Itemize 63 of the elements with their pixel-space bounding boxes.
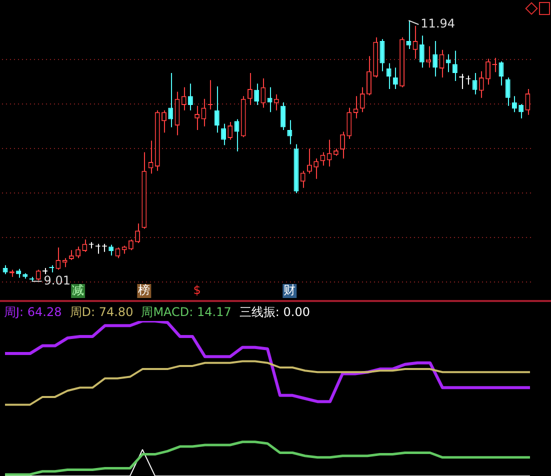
candlestick xyxy=(340,131,346,159)
candlestick xyxy=(492,57,498,73)
candlestick xyxy=(525,88,530,116)
candlestick xyxy=(478,70,484,98)
candlestick xyxy=(472,72,478,95)
candlestick xyxy=(115,246,120,259)
candlestick xyxy=(426,46,431,68)
candlestick xyxy=(188,83,193,111)
candlestick xyxy=(360,86,365,113)
candlestick xyxy=(254,83,260,106)
candlestick xyxy=(221,123,226,146)
candlestick xyxy=(280,102,286,130)
candlestick xyxy=(314,158,319,180)
annotation: 减 xyxy=(72,283,84,298)
candlestick xyxy=(201,98,206,127)
candlestick xyxy=(419,35,424,68)
candlestick xyxy=(432,40,438,78)
candlestick xyxy=(267,86,272,113)
text: 周MACD: 14.17 xyxy=(141,304,232,321)
candlestick xyxy=(128,238,134,251)
candlestick xyxy=(56,246,61,270)
candlestick xyxy=(228,121,233,140)
candlestick xyxy=(214,86,220,134)
candlestick xyxy=(459,73,464,90)
candlestick xyxy=(320,152,326,166)
candlestick xyxy=(108,244,114,256)
candlestick xyxy=(412,25,418,60)
candlestick xyxy=(247,72,252,106)
candlestick xyxy=(168,72,174,128)
annotation: 榜 xyxy=(138,283,150,298)
candlestick xyxy=(194,105,200,130)
candlestick xyxy=(135,222,140,244)
text: 三线振: 0.00 xyxy=(239,304,310,321)
candlestick xyxy=(287,120,292,145)
annotation: 财 xyxy=(284,283,296,298)
text: 周D: 74.80 xyxy=(70,304,134,321)
candlestick xyxy=(326,139,332,167)
candlestick xyxy=(260,78,266,108)
candlestick xyxy=(162,110,166,134)
candlestick xyxy=(505,76,510,106)
candlestick xyxy=(208,80,213,110)
candlestick xyxy=(36,269,41,281)
candlestick xyxy=(446,54,451,73)
candlestick xyxy=(406,20,412,50)
text: 周J: 64.28 xyxy=(4,304,62,321)
candlestick xyxy=(68,250,74,260)
candlestick xyxy=(386,62,392,90)
candlestick xyxy=(148,140,154,174)
annotation: 9.01 xyxy=(44,273,70,288)
candlestick xyxy=(366,56,372,96)
candlestick xyxy=(181,86,186,111)
candlestick xyxy=(486,58,490,86)
candlestick xyxy=(512,96,517,113)
candlestick xyxy=(392,67,398,90)
candlestick xyxy=(346,107,352,140)
candlestick xyxy=(380,38,385,72)
candlestick xyxy=(307,148,312,174)
candlestick xyxy=(300,170,306,188)
annotation: 11.94 xyxy=(420,16,456,31)
candlestick xyxy=(274,94,279,111)
candlestick xyxy=(452,50,458,82)
candlestick xyxy=(82,238,88,252)
annotation: $ xyxy=(193,283,201,298)
